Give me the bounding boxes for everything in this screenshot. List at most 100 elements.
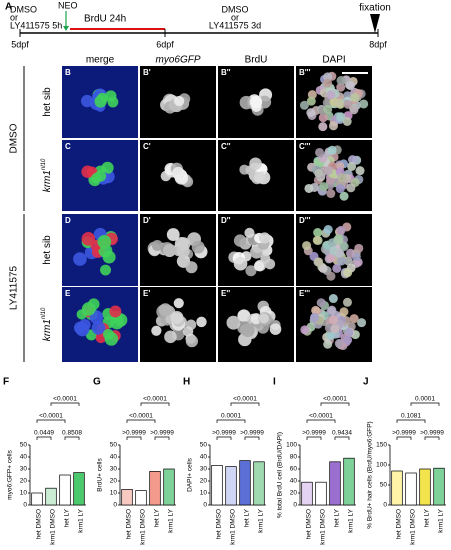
x-tick-label: krm1 LY (438, 508, 445, 532)
cell (326, 253, 336, 263)
cell (304, 183, 314, 193)
y-tick-label: 10 (110, 490, 118, 497)
panel-letter: E (65, 289, 71, 298)
cell (75, 322, 90, 337)
x-tick-label: krm1 LY (78, 508, 85, 532)
cell (300, 325, 310, 335)
group-label: LY411575 (9, 266, 20, 311)
cell (318, 122, 328, 132)
cell (336, 82, 346, 92)
bar (253, 461, 265, 506)
significance-bracket (126, 419, 156, 423)
cell (323, 104, 333, 114)
cell (346, 183, 356, 193)
fixation-arrow (370, 14, 380, 33)
cell (316, 298, 326, 308)
cell (258, 313, 269, 324)
x-tick-label: het DMSO (126, 509, 133, 539)
treatment-text: LY411575 5h (10, 20, 62, 30)
cell (343, 99, 353, 109)
cell (332, 263, 342, 273)
y-axis-label: % BrdU+ hair cells (BrdU/myo6:GFP) (367, 421, 374, 528)
row-label: het sib (42, 235, 53, 265)
y-tick-label: 30 (110, 466, 118, 473)
y-tick-label: 80 (290, 454, 298, 461)
p-value: >0.9999 (122, 430, 146, 437)
cell (151, 240, 163, 251)
cell (326, 331, 336, 341)
cell (329, 315, 339, 325)
p-value: <0.0001 (53, 396, 77, 403)
panel-letter: D (65, 216, 71, 225)
x-tick-label: krm1 DMSO (50, 509, 57, 545)
cell (196, 316, 207, 328)
cell (328, 121, 338, 131)
cell (182, 326, 194, 337)
genotype-superscript: nl10 (41, 307, 47, 319)
stage-label: 8 dpf (346, 350, 368, 361)
y-tick-label: 60 (290, 466, 298, 473)
panel-letter: C'' (221, 142, 231, 151)
cell (318, 263, 328, 273)
y-tick-label: 50 (380, 482, 388, 489)
p-value: >0.9999 (392, 430, 416, 437)
p-value: 0.0449 (34, 430, 54, 437)
row-label: het sib (42, 87, 53, 117)
cell (264, 258, 276, 270)
cell (172, 166, 185, 180)
x-tick-label: het DMSO (396, 509, 403, 539)
genotype: krm1 (42, 170, 53, 192)
bar (135, 490, 147, 506)
cell (91, 321, 106, 335)
panel-letter: C (65, 142, 71, 151)
cell (177, 237, 191, 251)
x-tick-label: krm1 DMSO (410, 509, 417, 545)
panel-letter: E'' (221, 289, 230, 298)
bar (73, 472, 85, 506)
significance-bracket (396, 419, 426, 423)
cell (312, 235, 322, 245)
cell (355, 166, 365, 176)
cell (336, 112, 346, 122)
significance-bracket (410, 402, 440, 406)
bar (163, 468, 175, 506)
y-tick-label: 20 (290, 490, 298, 497)
y-tick-label: 10 (200, 490, 208, 497)
day-label: 5dpf (11, 39, 29, 49)
column-header: BrdU (245, 55, 268, 66)
cell (334, 338, 344, 348)
cell (334, 235, 344, 245)
cell (337, 173, 347, 183)
p-value: 0.0001 (415, 396, 435, 403)
y-axis-label: DAPI+ cells (187, 457, 194, 492)
p-value: >0.9999 (240, 430, 264, 437)
cell (302, 241, 312, 251)
cell (335, 248, 345, 258)
significance-bracket (230, 402, 260, 406)
cell (81, 232, 96, 246)
brdu-label: BrdU 24h (84, 14, 126, 25)
cell (250, 245, 264, 259)
x-tick-label: het DMSO (216, 509, 223, 539)
x-tick-label: krm1 DMSO (140, 509, 147, 545)
y-tick-label: 20 (110, 478, 118, 485)
bar (225, 466, 237, 506)
group-label: DMSO (9, 123, 20, 153)
panel-letter: E''' (299, 289, 310, 298)
cell (110, 315, 124, 330)
p-value: >0.9999 (302, 430, 326, 437)
p-value: 0.1081 (401, 413, 421, 420)
x-tick-label: het DMSO (306, 509, 313, 539)
cell (347, 161, 357, 171)
bar (31, 492, 43, 506)
x-tick-label: het LY (334, 508, 341, 527)
cell (244, 227, 255, 238)
x-tick-label: het LY (244, 508, 251, 527)
bar (315, 481, 327, 506)
genotype: het sib (42, 87, 53, 117)
cell (269, 323, 282, 335)
panel-letter: I (273, 377, 276, 388)
significance-bracket (320, 402, 350, 406)
treatment-text: DMSO (222, 4, 249, 14)
